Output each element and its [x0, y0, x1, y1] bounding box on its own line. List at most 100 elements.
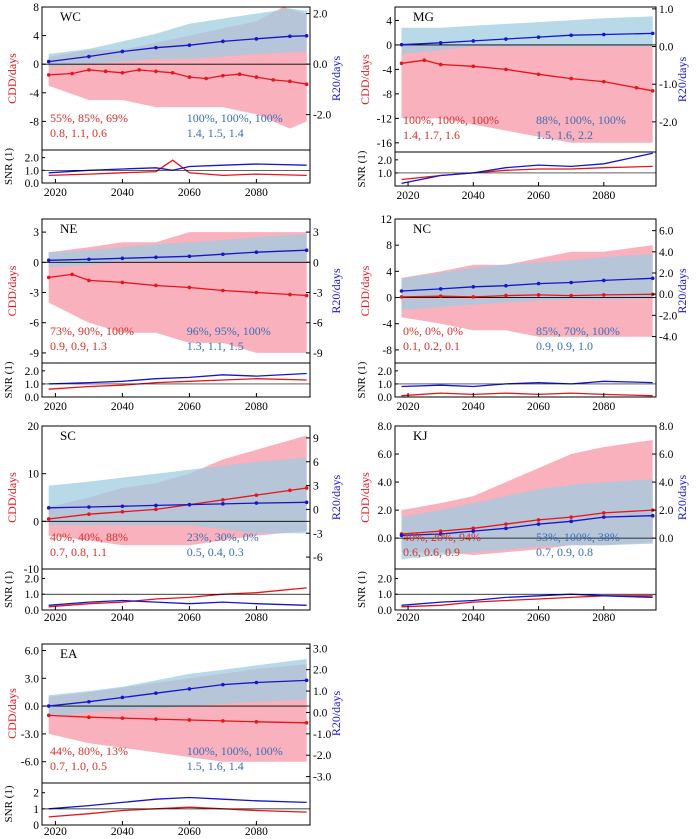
cdd-axis-label: CDD/days: [5, 472, 19, 523]
r20-point: [288, 34, 292, 39]
cdd-point: [254, 720, 259, 724]
cdd-band-mg: [401, 44, 653, 143]
x-tick-label: 2020: [397, 612, 420, 624]
panel-nc: 12840-4-86.04.02.00.0-2.0-4.02.01.00.020…: [356, 214, 689, 413]
r20-point: [254, 501, 259, 505]
right-tick-label: -2.0: [313, 110, 331, 122]
r20-point: [87, 257, 91, 262]
r20-point: [399, 42, 404, 47]
r20-line-mg: [401, 32, 653, 46]
panel-frame-wc: [41, 6, 311, 184]
x-tick-label: 2080: [592, 401, 615, 413]
left-tick-label: -4: [382, 319, 392, 331]
r20-band-wc: [48, 8, 307, 67]
r20-stats-line: 88%, 100%, 100%: [536, 113, 626, 127]
left-tick-label: -12: [377, 113, 393, 125]
snr-axis-label: SNR (1): [3, 361, 15, 398]
snr-cdd-line-nc: [401, 392, 653, 397]
snr-r20-line-kj: [401, 593, 653, 606]
cdd-point: [137, 68, 141, 72]
r20-point: [46, 258, 51, 263]
cdd-point: [504, 522, 508, 526]
cdd-point: [536, 72, 541, 77]
right-tick-label: -1.0: [659, 79, 677, 91]
r20-stats-line: 0.7, 0.9, 0.8: [536, 545, 593, 559]
snr-tick-label: 2.0: [25, 153, 40, 165]
snr-tick-label: 2.0: [378, 155, 393, 167]
x-tick-label: 2060: [527, 401, 550, 413]
left-tick-label: 0.0: [378, 533, 393, 545]
r20-line-sc: [48, 501, 307, 509]
cdd-line-ne: [48, 273, 307, 297]
snr-tick-label: 0.0: [378, 605, 393, 617]
panel-ea: 6.0 3.0 0.0 -3.0 -6.0 3.0 2.0 1.0 0.0 -1.0 -2.0 -3.…: [3, 643, 343, 838]
r20-point: [399, 289, 404, 293]
r20-point: [304, 248, 309, 253]
snr-tick-label: 0.0: [25, 178, 40, 190]
right-tick-label: 0.0: [659, 289, 674, 301]
x-tick-label: 2080: [592, 190, 615, 202]
r20-point: [154, 691, 158, 695]
r20-point: [304, 34, 309, 38]
panel-frame-kj: [394, 425, 657, 611]
right-tick-label: -9: [313, 348, 323, 360]
cdd-line-nc: [401, 293, 653, 298]
cdd-stats-line: 40%, 20%, 94%: [403, 530, 481, 544]
r20-axis-label: R20/days: [329, 691, 343, 737]
plot-area-wc: [42, 7, 310, 129]
panel-sc: 20 10 0 -10 9 6 3 0 -3 -6 2.0 1.0 0.0 2020 2040 2060 208…: [3, 421, 343, 624]
right-tick-label: 0.0: [659, 42, 674, 54]
cdd-point: [471, 295, 476, 299]
right-tick-label: -3.0: [313, 772, 331, 784]
r20-point: [471, 39, 476, 43]
r20-point: [504, 37, 508, 41]
left-tick-label: -8: [382, 89, 392, 101]
cdd-point: [154, 283, 158, 288]
cdd-axis-label: CDD/days: [358, 265, 372, 316]
right-tick-label: 0: [313, 257, 319, 269]
cdd-point: [602, 79, 606, 84]
r20-stats-line: 1.3, 1.1, 1.5: [187, 339, 244, 353]
r20-point: [120, 504, 125, 509]
cdd-point: [304, 82, 309, 87]
cdd-point: [254, 290, 259, 295]
left-tick-label: 4: [386, 266, 392, 278]
right-tick-label: 6.0: [659, 226, 674, 238]
r20-point: [438, 532, 443, 536]
region-label: EA: [60, 646, 78, 661]
cdd-point: [46, 73, 51, 77]
right-tick-label: 3.0: [313, 643, 328, 655]
cdd-point: [471, 526, 476, 531]
r20-point: [120, 695, 125, 700]
snr-tick-label: 1.0: [25, 165, 40, 177]
r20-point: [46, 59, 51, 64]
cdd-line-mg: [401, 59, 653, 92]
panel-frame-ea: [41, 643, 311, 826]
r20-point: [650, 31, 655, 36]
left-tick-label: -9: [29, 348, 39, 360]
x-tick-label: 2080: [245, 826, 268, 838]
panel-frame-nc: [394, 218, 657, 398]
cdd-axis-label: CDD/days: [5, 265, 19, 316]
r20-point: [536, 522, 541, 526]
left-tick-label: 3.0: [25, 673, 40, 685]
left-tick-label: 4.0: [378, 477, 393, 489]
snr-tick-label: 2.0: [25, 573, 40, 585]
snr-axis-label: SNR (1): [356, 150, 368, 187]
cdd-point: [399, 61, 404, 66]
cdd-point: [154, 507, 158, 512]
r20-point: [46, 704, 51, 708]
right-tick-label: 6.0: [659, 449, 674, 461]
right-tick-label: -1.0: [313, 729, 331, 741]
cdd-point: [170, 70, 175, 75]
cdd-point: [438, 62, 443, 67]
plot-area-ne: [42, 232, 310, 353]
cdd-point: [221, 288, 225, 293]
left-tick-label: 20: [28, 421, 40, 433]
right-tick-label: -2.0: [313, 750, 331, 762]
r20-point: [471, 284, 476, 289]
left-tick-label: 8.0: [378, 421, 393, 433]
cdd-line-kj: [401, 509, 653, 535]
snr-axis-label: SNR (1): [3, 571, 15, 608]
r20-point: [399, 533, 404, 538]
